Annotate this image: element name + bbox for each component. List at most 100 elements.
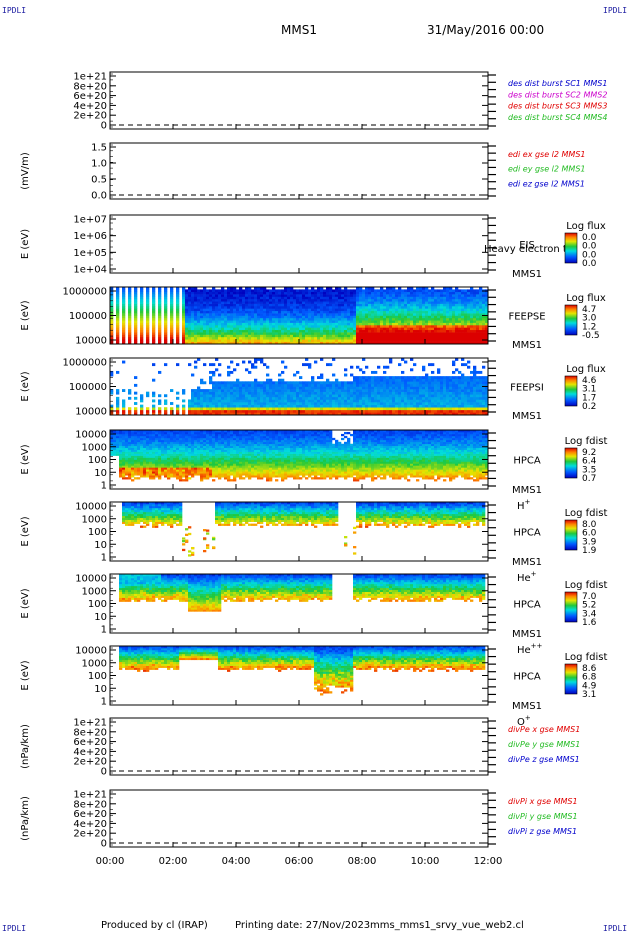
spectrogram-cell [317, 308, 321, 312]
spectrogram-cell [368, 407, 372, 411]
spectrogram-cell [140, 336, 144, 340]
spectrogram-cell [158, 465, 162, 468]
spectrogram-cell [452, 320, 456, 323]
spectrogram-cell [461, 332, 465, 335]
spectrogram-cell [425, 303, 429, 307]
spectrogram-cell [407, 412, 411, 416]
spectrogram-cell [410, 315, 414, 319]
spectrogram-cell [344, 407, 348, 411]
spectrogram-cell [209, 296, 213, 300]
spectrogram-cell [311, 310, 315, 314]
spectrogram-cell [446, 294, 450, 297]
spectrogram-cell [446, 306, 450, 309]
spectrogram-cell [263, 336, 267, 340]
spectrogram-cell [140, 291, 144, 295]
spectrogram-cell [278, 325, 282, 328]
spectrogram-cell [440, 383, 444, 387]
spectrogram-cell [374, 329, 378, 333]
spectrogram-cell [281, 310, 285, 314]
spectrogram-cell [404, 376, 408, 380]
spectrogram-cell [476, 298, 480, 302]
spectrogram-cell [329, 317, 333, 321]
spectrogram-cell [365, 298, 369, 302]
spectrogram-cell [164, 296, 168, 300]
spectrogram-cell [428, 412, 432, 416]
spectrogram-cell [314, 389, 318, 392]
spectrogram-cell [275, 332, 279, 335]
spectrogram-cell [458, 289, 462, 293]
spectrogram-cell [341, 339, 345, 342]
spectrogram-cell [422, 402, 426, 405]
spectrogram-cell [140, 449, 144, 452]
spectrogram-cell [245, 298, 249, 302]
spectrogram-cell [155, 455, 159, 458]
spectrogram-cell [116, 322, 120, 326]
spectrogram-cell [272, 412, 276, 416]
spectrogram-cell [203, 308, 207, 312]
spectrogram-cell [308, 386, 312, 390]
spectrogram-cell [293, 301, 297, 304]
spectrogram-cell [353, 409, 357, 413]
spectrogram-cell [326, 287, 330, 290]
spectrogram-cell [239, 322, 243, 326]
spectrogram-cell [140, 441, 144, 445]
spectrogram-cell [320, 322, 324, 326]
spectrogram-cell [389, 358, 393, 361]
spectrogram-cell [428, 320, 432, 323]
spectrogram-cell [401, 404, 405, 408]
spectrogram-cell [317, 381, 321, 385]
spectrogram-cell [206, 402, 210, 405]
spectrogram-cell [446, 329, 450, 333]
spectrogram-cell [440, 317, 444, 321]
spectrogram-cell [380, 339, 384, 342]
spectrogram-cell [239, 329, 243, 333]
spectrogram-cell [155, 453, 159, 456]
spectrogram-cell [143, 469, 147, 472]
spectrogram-cell [401, 336, 405, 340]
spectrogram-cell [233, 298, 237, 302]
spectrogram-cell [422, 315, 426, 319]
spectrogram-cell [287, 291, 291, 295]
spectrogram-cell [152, 313, 156, 316]
spectrogram-cell [338, 394, 342, 398]
spectrogram-cell [413, 334, 417, 338]
spectrogram-cell [164, 475, 168, 478]
spectrogram-cell [137, 467, 141, 470]
spectrogram-cell [374, 317, 378, 321]
spectrogram-cell [197, 341, 201, 345]
spectrogram-cell [251, 298, 255, 302]
spectrogram-cell [449, 334, 453, 338]
spectrogram-cell [374, 391, 378, 395]
spectrogram-cell [170, 469, 174, 472]
spectrogram-cell [434, 339, 438, 342]
spectrogram-cell [140, 459, 144, 462]
spectrogram-cell [299, 383, 303, 387]
spectrogram-cell [209, 298, 213, 302]
spectrogram-cell [284, 404, 288, 408]
spectrogram-cell [419, 310, 423, 314]
spectrogram-cell [467, 334, 471, 338]
spectrogram-cell [302, 394, 306, 398]
spectrogram-cell [461, 391, 465, 395]
spectrogram-cell [479, 287, 483, 290]
spectrogram-cell [176, 412, 180, 416]
spectrogram-cell [119, 461, 123, 464]
spectrogram-cell [146, 461, 150, 464]
spectrogram-cell [257, 339, 261, 342]
spectrogram-cell [359, 332, 363, 335]
spectrogram-cell [128, 308, 132, 312]
spectrogram-cell [215, 402, 219, 405]
spectrogram-cell [419, 381, 423, 385]
spectrogram-cell [389, 404, 393, 408]
spectrogram-cell [152, 412, 156, 416]
spectrogram-cell [452, 313, 456, 316]
spectrogram-cell [251, 315, 255, 319]
spectrogram-cell [440, 301, 444, 304]
spectrogram-cell [128, 433, 132, 437]
spectrogram-cell [128, 317, 132, 321]
spectrogram-cell [386, 325, 390, 328]
spectrogram-cell [158, 317, 162, 321]
spectrogram-cell [221, 336, 225, 340]
spectrogram-cell [338, 339, 342, 342]
spectrogram-cell [116, 336, 120, 340]
